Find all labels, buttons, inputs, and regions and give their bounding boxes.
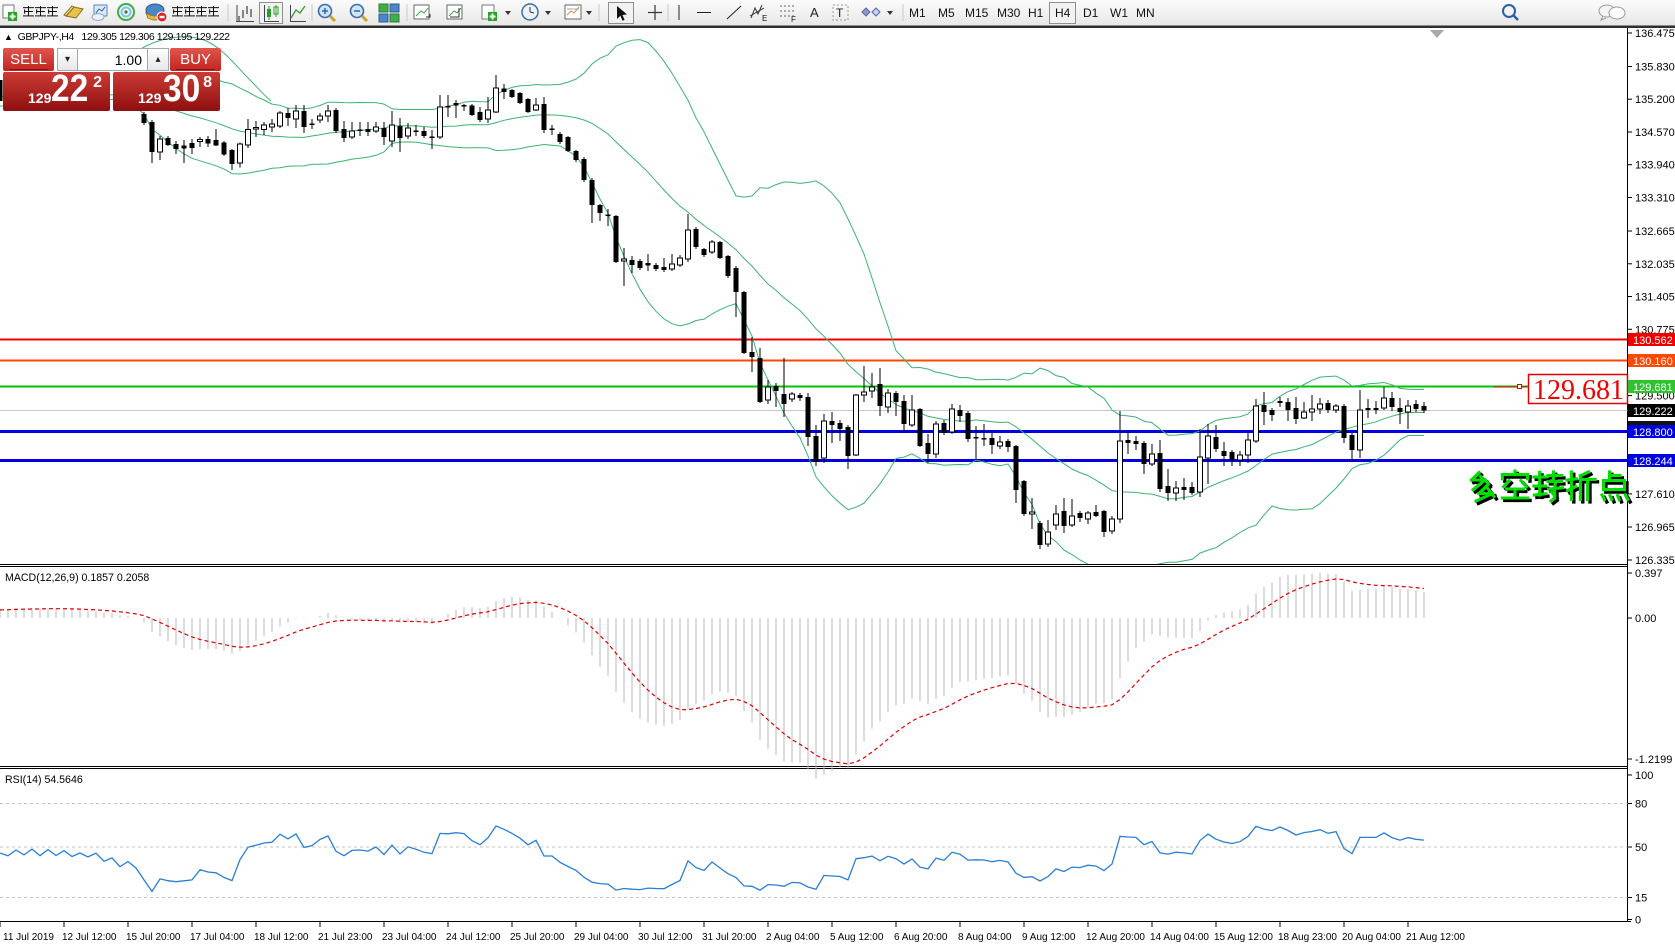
svg-text:H4: H4 [1055, 6, 1071, 20]
svg-text:134.570: 134.570 [1635, 127, 1675, 139]
svg-text:D1: D1 [1083, 6, 1099, 20]
svg-text:126.335: 126.335 [1635, 555, 1675, 567]
svg-text:135.830: 135.830 [1635, 62, 1675, 74]
svg-text:8 Aug 04:00: 8 Aug 04:00 [958, 932, 1012, 943]
svg-text:A: A [810, 5, 819, 20]
svg-text:E: E [762, 14, 767, 23]
svg-text:50: 50 [1635, 842, 1647, 854]
svg-text:133.310: 133.310 [1635, 193, 1675, 205]
svg-text:M1: M1 [909, 6, 926, 20]
svg-text:29 Jul 04:00: 29 Jul 04:00 [574, 932, 629, 943]
svg-text:136.475: 136.475 [1635, 28, 1675, 40]
svg-text:129.681: 129.681 [1533, 375, 1624, 406]
svg-text:128.800: 128.800 [1633, 427, 1673, 439]
svg-text:F: F [791, 15, 796, 24]
svg-text:12 Aug 20:00: 12 Aug 20:00 [1086, 932, 1145, 943]
svg-text:18 Jul 12:00: 18 Jul 12:00 [254, 932, 309, 943]
svg-text:24 Jul 12:00: 24 Jul 12:00 [446, 932, 501, 943]
svg-text:14 Aug 04:00: 14 Aug 04:00 [1150, 932, 1209, 943]
svg-text:15: 15 [1635, 893, 1647, 905]
svg-text:0.397: 0.397 [1635, 568, 1663, 580]
svg-text:132.665: 132.665 [1635, 226, 1675, 238]
svg-text:-1.2199: -1.2199 [1635, 754, 1672, 766]
svg-text:5 Aug 12:00: 5 Aug 12:00 [830, 932, 884, 943]
svg-text:25 Jul 20:00: 25 Jul 20:00 [510, 932, 565, 943]
svg-text:100: 100 [1635, 770, 1653, 782]
svg-text:31 Jul 20:00: 31 Jul 20:00 [702, 932, 757, 943]
svg-text:128.244: 128.244 [1633, 456, 1673, 468]
svg-text:21 Jul 23:00: 21 Jul 23:00 [318, 932, 373, 943]
svg-text:129.681: 129.681 [1633, 382, 1673, 394]
svg-text:18 Aug 23:00: 18 Aug 23:00 [1278, 932, 1337, 943]
svg-text:130.562: 130.562 [1633, 335, 1673, 347]
svg-text:15 Aug 12:00: 15 Aug 12:00 [1214, 932, 1273, 943]
svg-text:6 Aug 20:00: 6 Aug 20:00 [894, 932, 948, 943]
svg-text:20 Aug 04:00: 20 Aug 04:00 [1342, 932, 1401, 943]
svg-text:12 Jul 12:00: 12 Jul 12:00 [62, 932, 117, 943]
svg-text:135.200: 135.200 [1635, 94, 1675, 106]
svg-text:131.405: 131.405 [1635, 292, 1675, 304]
svg-text:21 Aug 12:00: 21 Aug 12:00 [1406, 932, 1465, 943]
svg-text:0.00: 0.00 [1635, 613, 1656, 625]
svg-text:129.500: 129.500 [1635, 391, 1675, 403]
svg-text:H1: H1 [1028, 6, 1044, 20]
svg-text:15 Jul 20:00: 15 Jul 20:00 [126, 932, 181, 943]
svg-text:30 Jul 12:00: 30 Jul 12:00 [638, 932, 693, 943]
svg-text:11 Jul 2019: 11 Jul 2019 [3, 932, 54, 943]
svg-text:M5: M5 [938, 6, 955, 20]
svg-text:T: T [836, 6, 844, 20]
svg-text:RSI(14) 54.5646: RSI(14) 54.5646 [5, 774, 83, 786]
svg-text:9 Aug 12:00: 9 Aug 12:00 [1022, 932, 1076, 943]
svg-text:23 Jul 04:00: 23 Jul 04:00 [382, 932, 437, 943]
svg-text:M15: M15 [965, 6, 989, 20]
svg-text:127.610: 127.610 [1635, 489, 1675, 501]
svg-text:0: 0 [1635, 915, 1641, 927]
svg-text:17 Jul 04:00: 17 Jul 04:00 [190, 932, 245, 943]
svg-text:MN: MN [1136, 6, 1155, 20]
svg-text:MACD(12,26,9) 0.1857 0.2058: MACD(12,26,9) 0.1857 0.2058 [5, 572, 149, 584]
svg-text:129.222: 129.222 [1633, 406, 1673, 418]
svg-text:80: 80 [1635, 799, 1647, 811]
svg-text:126.965: 126.965 [1635, 522, 1675, 534]
svg-text:M30: M30 [997, 6, 1021, 20]
svg-text:133.940: 133.940 [1635, 160, 1675, 172]
svg-text:W1: W1 [1110, 6, 1128, 20]
svg-text:130.160: 130.160 [1633, 356, 1673, 368]
svg-text:2 Aug 04:00: 2 Aug 04:00 [766, 932, 820, 943]
svg-text:132.035: 132.035 [1635, 259, 1675, 271]
